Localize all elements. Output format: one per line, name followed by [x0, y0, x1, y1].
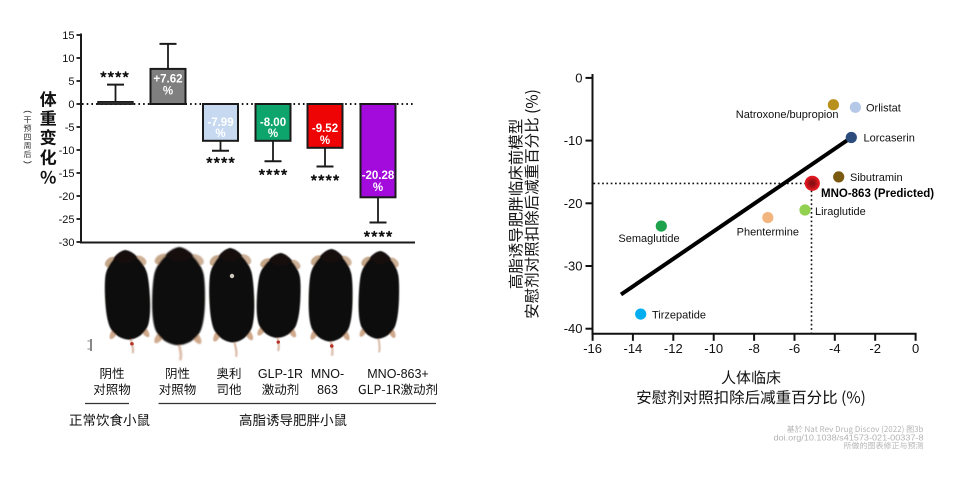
svg-text:Semaglutide: Semaglutide [618, 233, 679, 245]
svg-text:-15: -15 [59, 168, 75, 180]
svg-text:-40: -40 [564, 321, 583, 336]
svg-text:-8: -8 [748, 341, 760, 356]
svg-text:-16: -16 [583, 341, 602, 356]
svg-text:%: % [163, 86, 173, 98]
svg-text:-12: -12 [664, 341, 683, 356]
svg-text:863: 863 [317, 383, 338, 397]
svg-text:%: % [215, 128, 225, 140]
svg-text:0: 0 [575, 70, 582, 85]
svg-text:-10: -10 [59, 145, 75, 157]
svg-text:-20: -20 [59, 191, 75, 203]
svg-text:+7.62: +7.62 [153, 74, 182, 86]
svg-text:Tirzepatide: Tirzepatide [652, 310, 706, 322]
svg-text:0: 0 [68, 99, 74, 111]
svg-text:-20.28: -20.28 [362, 170, 395, 182]
svg-text:Natroxone/bupropion: Natroxone/bupropion [736, 109, 839, 121]
svg-text:0: 0 [912, 341, 919, 356]
svg-text:-8.00: -8.00 [260, 117, 286, 129]
svg-text:-10: -10 [704, 341, 723, 356]
svg-text:MNO-863+: MNO-863+ [367, 367, 428, 381]
svg-text:-20: -20 [564, 196, 583, 211]
svg-text:-5: -5 [65, 122, 75, 134]
svg-text:-14: -14 [624, 341, 643, 356]
svg-text:-30: -30 [564, 259, 583, 274]
svg-text:10: 10 [62, 53, 74, 65]
svg-text:MNO-: MNO- [311, 367, 344, 381]
svg-text:Liraglutide: Liraglutide [815, 206, 866, 218]
svg-text:GLP-1R: GLP-1R [258, 367, 303, 381]
svg-text:-9.52: -9.52 [312, 123, 338, 135]
svg-text:15: 15 [62, 30, 74, 42]
svg-text:%: % [268, 128, 278, 140]
svg-text:-25: -25 [59, 214, 75, 226]
svg-text:%: % [320, 135, 330, 147]
svg-text:Lorcaserin: Lorcaserin [864, 133, 915, 145]
svg-text:-6: -6 [789, 341, 801, 356]
svg-text:MNO-863 (Predicted): MNO-863 (Predicted) [821, 188, 934, 200]
svg-text:Sibutramin: Sibutramin [850, 172, 903, 184]
svg-text:-2: -2 [869, 341, 881, 356]
svg-text:5: 5 [68, 76, 74, 88]
svg-text:-10: -10 [564, 133, 583, 148]
svg-text:Orlistat: Orlistat [866, 103, 901, 115]
svg-text:doi.org/10.1038/s41573-021-003: doi.org/10.1038/s41573-021-00337-8 [774, 434, 925, 443]
svg-text:Phentermine: Phentermine [737, 227, 799, 239]
svg-text:%: % [373, 182, 383, 194]
svg-text:-30: -30 [59, 237, 75, 249]
svg-text:-4: -4 [829, 341, 841, 356]
svg-text:-7.99: -7.99 [207, 117, 233, 129]
